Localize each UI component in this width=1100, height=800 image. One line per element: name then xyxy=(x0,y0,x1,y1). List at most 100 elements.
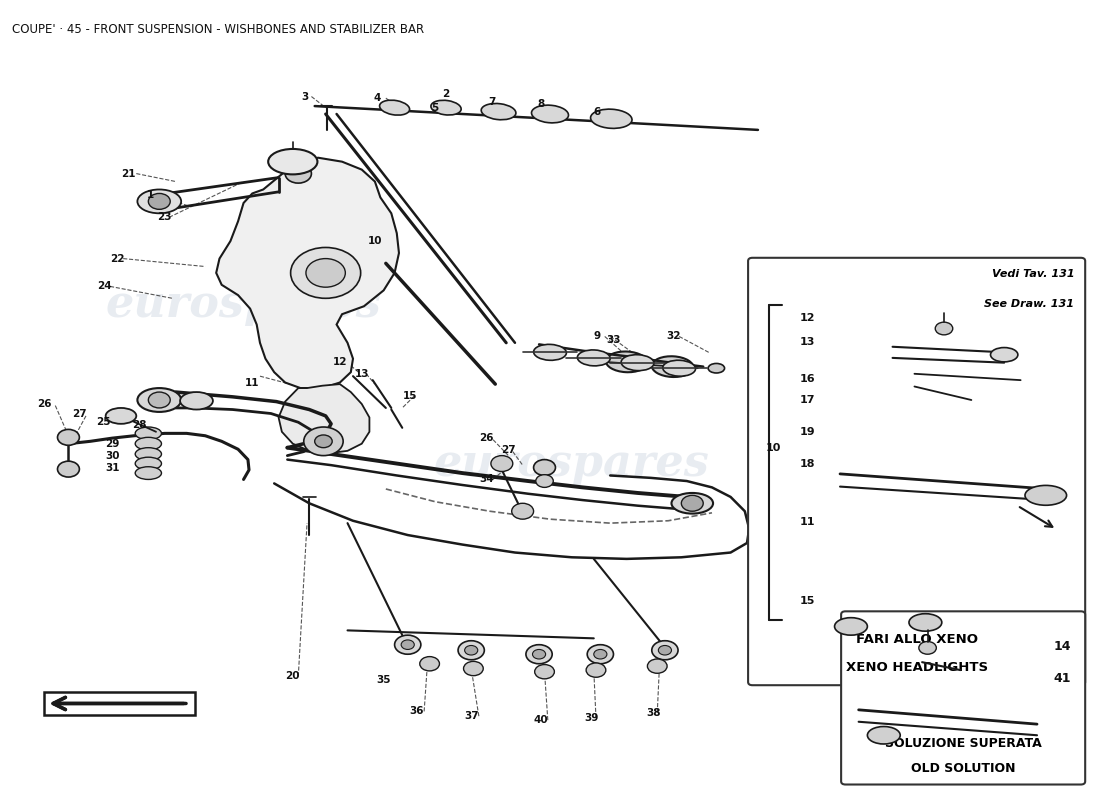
Text: 15: 15 xyxy=(800,596,815,606)
Circle shape xyxy=(535,665,554,679)
Ellipse shape xyxy=(835,618,868,635)
Circle shape xyxy=(304,427,343,456)
Text: OLD SOLUTION: OLD SOLUTION xyxy=(911,762,1015,775)
Circle shape xyxy=(594,650,607,659)
Ellipse shape xyxy=(868,726,900,744)
FancyBboxPatch shape xyxy=(44,691,196,715)
Ellipse shape xyxy=(268,149,318,174)
Ellipse shape xyxy=(481,103,516,120)
Ellipse shape xyxy=(531,105,569,123)
Text: 27: 27 xyxy=(73,409,87,418)
Ellipse shape xyxy=(135,457,162,470)
Text: 36: 36 xyxy=(409,706,424,717)
Circle shape xyxy=(395,635,421,654)
Ellipse shape xyxy=(180,392,213,410)
Circle shape xyxy=(532,650,546,659)
Circle shape xyxy=(648,659,667,674)
Circle shape xyxy=(658,646,671,655)
Text: 2: 2 xyxy=(442,89,450,99)
Circle shape xyxy=(918,642,936,654)
Ellipse shape xyxy=(652,356,693,377)
Circle shape xyxy=(315,435,332,448)
Text: 39: 39 xyxy=(584,713,598,722)
Circle shape xyxy=(57,461,79,477)
Text: SOLUZIONE SUPERATA: SOLUZIONE SUPERATA xyxy=(884,737,1042,750)
Text: 20: 20 xyxy=(286,671,300,682)
Text: 31: 31 xyxy=(104,462,120,473)
Text: 37: 37 xyxy=(464,711,478,721)
Ellipse shape xyxy=(990,347,1018,362)
Text: 35: 35 xyxy=(376,674,390,685)
Text: 12: 12 xyxy=(800,313,815,323)
Circle shape xyxy=(652,641,678,660)
Text: 41: 41 xyxy=(1054,671,1071,685)
Text: 1: 1 xyxy=(147,190,154,200)
Circle shape xyxy=(587,645,614,664)
Text: 13: 13 xyxy=(354,369,368,378)
Text: 24: 24 xyxy=(97,282,112,291)
Ellipse shape xyxy=(106,408,136,424)
Ellipse shape xyxy=(135,448,162,460)
Circle shape xyxy=(935,322,953,335)
Text: 8: 8 xyxy=(538,99,544,110)
Text: Vedi Tav. 131: Vedi Tav. 131 xyxy=(991,269,1075,279)
Ellipse shape xyxy=(431,100,461,115)
Ellipse shape xyxy=(1025,486,1067,506)
Ellipse shape xyxy=(534,344,566,360)
Text: 27: 27 xyxy=(502,445,516,455)
Circle shape xyxy=(534,459,556,475)
Circle shape xyxy=(420,657,440,671)
Text: 19: 19 xyxy=(800,426,815,437)
Ellipse shape xyxy=(135,438,162,450)
Text: XENO HEADLIGHTS: XENO HEADLIGHTS xyxy=(846,661,988,674)
Text: 38: 38 xyxy=(647,708,661,718)
Circle shape xyxy=(681,495,703,511)
Text: 29: 29 xyxy=(104,438,120,449)
Circle shape xyxy=(306,258,345,287)
Ellipse shape xyxy=(621,354,654,370)
Circle shape xyxy=(458,641,484,660)
Text: 5: 5 xyxy=(431,103,439,114)
Text: eurospares: eurospares xyxy=(106,283,382,326)
Circle shape xyxy=(402,640,415,650)
Ellipse shape xyxy=(138,190,182,214)
Ellipse shape xyxy=(138,388,182,412)
Text: 6: 6 xyxy=(593,106,601,117)
Polygon shape xyxy=(217,158,399,388)
Ellipse shape xyxy=(591,109,632,128)
Text: 7: 7 xyxy=(488,97,496,107)
Circle shape xyxy=(290,247,361,298)
Ellipse shape xyxy=(135,466,162,479)
Circle shape xyxy=(586,663,606,678)
Ellipse shape xyxy=(379,100,409,115)
Ellipse shape xyxy=(662,360,695,376)
Text: 16: 16 xyxy=(800,374,815,383)
Text: COUPE' · 45 - FRONT SUSPENSION - WISHBONES AND STABILIZER BAR: COUPE' · 45 - FRONT SUSPENSION - WISHBON… xyxy=(11,22,424,36)
Text: See Draw. 131: See Draw. 131 xyxy=(984,299,1075,309)
Text: 18: 18 xyxy=(800,458,815,469)
Text: 30: 30 xyxy=(104,450,120,461)
Text: 9: 9 xyxy=(594,331,601,342)
Text: 4: 4 xyxy=(373,93,381,103)
Circle shape xyxy=(526,645,552,664)
Text: 26: 26 xyxy=(37,399,52,409)
Text: 34: 34 xyxy=(480,474,494,485)
Ellipse shape xyxy=(909,614,942,631)
Text: 26: 26 xyxy=(480,433,494,443)
Text: 13: 13 xyxy=(800,337,815,347)
Ellipse shape xyxy=(135,427,162,440)
Circle shape xyxy=(463,662,483,676)
Circle shape xyxy=(464,646,477,655)
Circle shape xyxy=(536,474,553,487)
Text: 17: 17 xyxy=(800,395,815,405)
FancyBboxPatch shape xyxy=(748,258,1086,686)
FancyBboxPatch shape xyxy=(842,611,1086,785)
Text: 40: 40 xyxy=(534,715,549,725)
Circle shape xyxy=(512,503,534,519)
Text: 21: 21 xyxy=(121,169,136,178)
Text: 25: 25 xyxy=(96,418,111,427)
Text: 22: 22 xyxy=(110,254,125,263)
Ellipse shape xyxy=(578,350,610,366)
Circle shape xyxy=(148,194,170,210)
Text: 33: 33 xyxy=(606,335,620,346)
